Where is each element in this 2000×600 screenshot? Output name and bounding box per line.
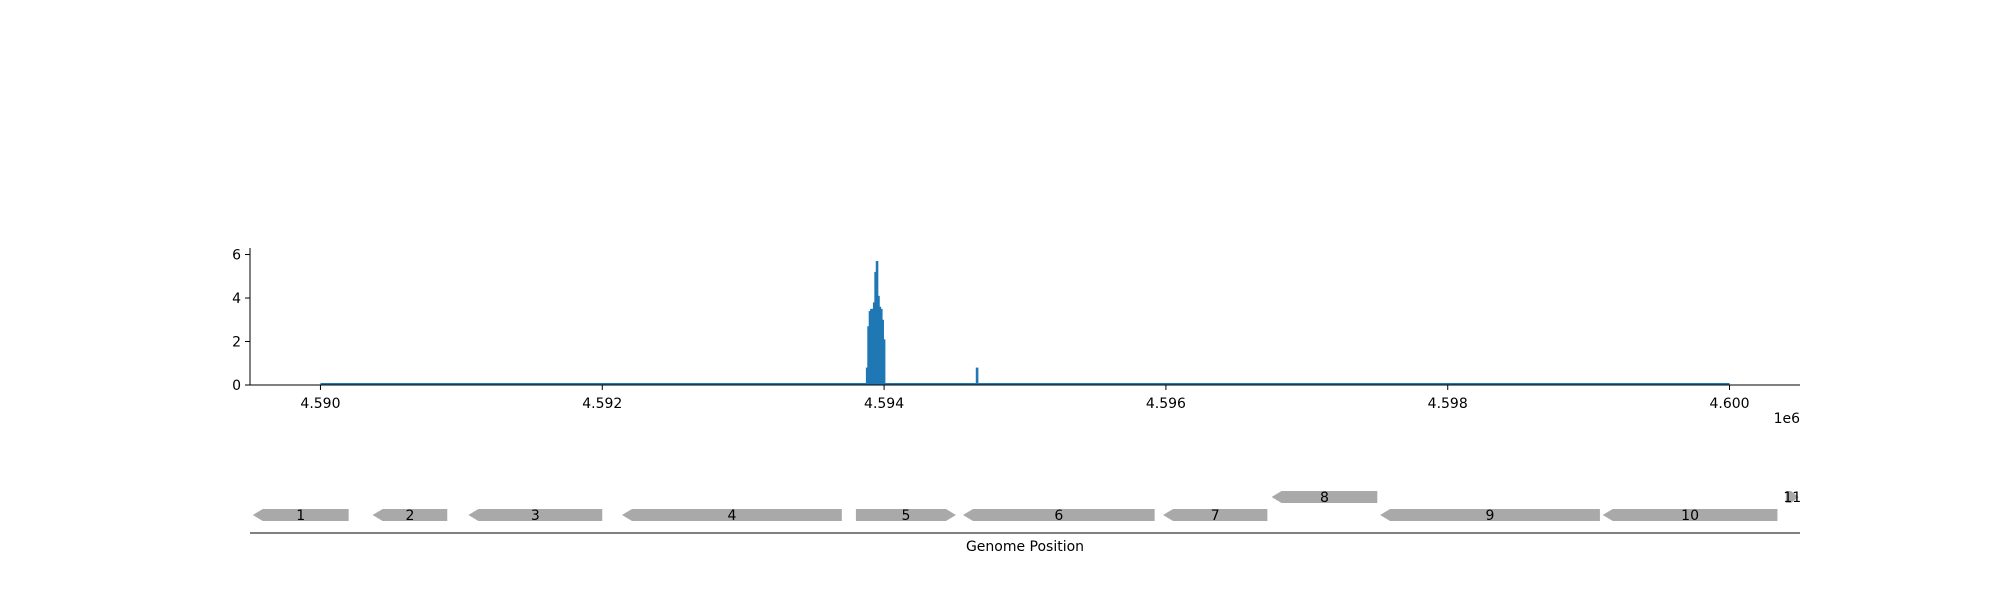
coverage-bar <box>875 261 879 385</box>
x-tick-label: 4.600 <box>1709 396 1749 412</box>
coverage-bar <box>870 308 873 385</box>
gene-label: 2 <box>405 508 414 524</box>
y-tick-label: 0 <box>232 378 241 394</box>
gene-arrow <box>1785 491 1799 503</box>
coverage-bar <box>975 367 979 385</box>
coverage-bar <box>879 308 883 385</box>
coverage-bar <box>882 339 886 385</box>
coverage-bar <box>877 295 880 385</box>
gene-arrow <box>963 509 1155 521</box>
gene-label: 4 <box>727 508 736 524</box>
gene-label: 11 <box>1783 490 1801 506</box>
gene-track-xlabel: Genome Position <box>966 539 1084 555</box>
gene-arrow <box>468 509 603 521</box>
x-tick-label: 4.598 <box>1428 396 1468 412</box>
coverage-chart: 0 2 4 6 4.590 4.592 4.594 4.596 4.598 4.600 1e6 <box>232 248 1800 427</box>
x-tick-label: 4.596 <box>1146 396 1186 412</box>
coverage-bar <box>868 311 872 385</box>
gene-label: 1 <box>296 508 305 524</box>
gene-label: 7 <box>1211 508 1220 524</box>
gene-track: 1 2 3 4 5 6 7 8 9 10 11 Genome Position <box>250 490 1801 555</box>
y-tick-label: 6 <box>232 248 241 264</box>
coverage-bar <box>871 308 875 385</box>
y-axis-ticks: 0 2 4 6 <box>232 248 250 394</box>
gene-arrows: 1 2 3 4 5 6 7 8 9 10 11 <box>252 490 1801 524</box>
gene-label: 9 <box>1486 508 1495 524</box>
coverage-bar <box>867 326 870 385</box>
coverage-bar <box>865 367 869 385</box>
gene-label: 3 <box>531 508 540 524</box>
gene-arrow <box>1271 491 1378 503</box>
gene-arrow <box>622 509 842 521</box>
coverage-bar <box>878 306 882 385</box>
coverage-bars <box>865 261 979 385</box>
gene-arrow <box>372 509 448 521</box>
gene-arrow <box>1163 509 1268 521</box>
x-tick-label: 4.590 <box>300 396 340 412</box>
x-axis-offset-label: 1e6 <box>1774 411 1801 427</box>
gene-label: 10 <box>1681 508 1699 524</box>
y-tick-label: 2 <box>232 335 241 351</box>
coverage-bar <box>874 271 877 385</box>
coverage-bar <box>872 302 876 385</box>
gene-label: 8 <box>1320 490 1329 506</box>
x-axis-ticks: 4.590 4.592 4.594 4.596 4.598 4.600 <box>300 385 1750 412</box>
gene-label: 6 <box>1054 508 1063 524</box>
gene-arrow <box>1602 509 1778 521</box>
gene-arrow <box>1380 509 1600 521</box>
gene-arrow <box>855 509 956 521</box>
x-tick-label: 4.592 <box>582 396 622 412</box>
x-tick-label: 4.594 <box>864 396 904 412</box>
y-tick-label: 4 <box>232 291 241 307</box>
coverage-bar <box>881 319 884 385</box>
gene-arrow <box>252 509 349 521</box>
gene-label: 5 <box>901 508 910 524</box>
